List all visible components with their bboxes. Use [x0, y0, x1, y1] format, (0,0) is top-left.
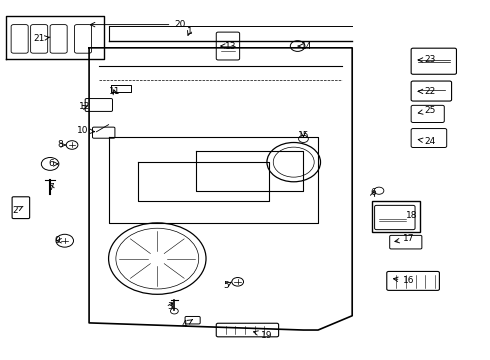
Text: 6: 6 — [49, 159, 58, 168]
Text: 16: 16 — [393, 276, 415, 285]
Text: 23: 23 — [418, 55, 436, 64]
Text: 6: 6 — [370, 188, 376, 197]
Text: 15: 15 — [297, 131, 309, 140]
Bar — [372, 202, 420, 232]
Text: 11: 11 — [109, 87, 120, 96]
Text: 12: 12 — [79, 102, 91, 111]
Text: 20: 20 — [91, 20, 186, 29]
Text: 3: 3 — [167, 302, 173, 311]
Text: 22: 22 — [418, 87, 436, 96]
Text: 7: 7 — [49, 183, 54, 192]
Text: 9: 9 — [54, 236, 61, 245]
Text: 25: 25 — [418, 106, 436, 115]
Text: 18: 18 — [406, 211, 417, 220]
Text: 13: 13 — [220, 41, 236, 50]
Text: 8: 8 — [57, 140, 66, 149]
Text: 14: 14 — [298, 41, 313, 50]
Text: 2: 2 — [12, 206, 23, 215]
Text: 24: 24 — [418, 137, 436, 146]
Text: 19: 19 — [253, 331, 272, 340]
Text: 4: 4 — [182, 320, 193, 329]
Text: 17: 17 — [395, 234, 415, 243]
Text: 1: 1 — [187, 27, 192, 36]
Text: 5: 5 — [223, 281, 232, 290]
Text: 10: 10 — [77, 126, 95, 135]
Text: 21: 21 — [33, 35, 50, 44]
